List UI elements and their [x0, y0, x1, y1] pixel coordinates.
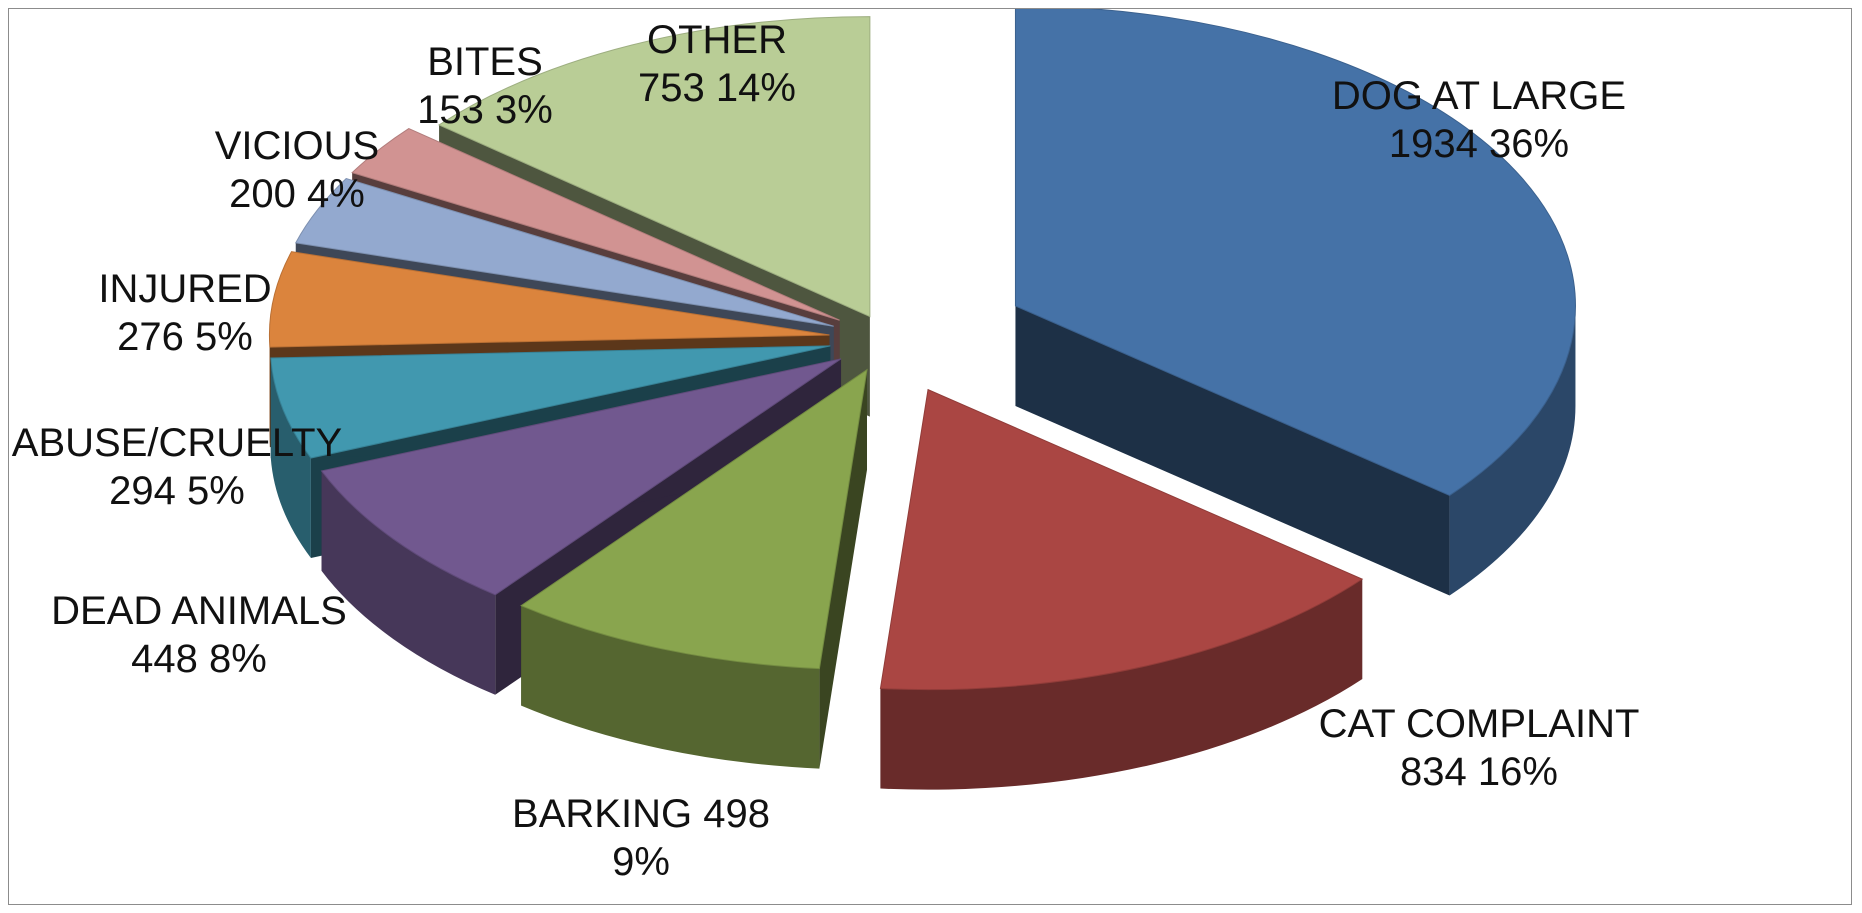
slice-wall-dog-at-large-2 — [1015, 305, 1450, 596]
slice-label-line: ABUSE/CRUELTY — [12, 421, 342, 465]
slice-side-abuse-cruelty — [270, 357, 311, 559]
slice-top-abuse-cruelty — [270, 345, 831, 459]
pie-chart: DOG AT LARGE 1934 36% CAT COMPLAINT 834 16%… — [12, 9, 1640, 884]
slice-label-line: BARKING 498 — [512, 792, 770, 836]
slice-label-line: INJURED — [98, 267, 271, 311]
chart-frame: DOG AT LARGE 1934 36% CAT COMPLAINT 834 16%… — [8, 8, 1852, 905]
slice-label-vicious: VICIOUS 200 4% — [215, 124, 379, 216]
slice-label-line: 834 16% — [1400, 750, 1558, 794]
slice-label-barking: BARKING 498 9% — [512, 792, 770, 884]
slice-top-cat-complaint — [879, 388, 1364, 691]
slice-label-other: OTHER 753 14% — [638, 18, 796, 110]
slice-label-line: DEAD ANIMALS — [51, 589, 347, 633]
slice-label-line: 753 14% — [638, 66, 796, 110]
slice-label-line: 153 3% — [417, 88, 553, 132]
slice-top-barking — [520, 368, 868, 670]
slice-label-abuse-cruelty: ABUSE/CRUELTY 294 5% — [12, 421, 342, 513]
slice-label-dead-animals: DEAD ANIMALS 448 8% — [51, 589, 347, 681]
slice-cat-complaint — [879, 388, 1364, 790]
slice-top-other — [438, 16, 871, 318]
slice-top-dead-animals — [320, 358, 842, 596]
slice-label-line: 448 8% — [131, 637, 267, 681]
slice-label-line: 1934 36% — [1389, 122, 1569, 166]
slice-dog-at-large — [1014, 9, 1576, 596]
slice-depth-layer — [268, 9, 1576, 790]
slice-label-line: 276 5% — [117, 315, 253, 359]
slice-label-bites: BITES 153 3% — [417, 40, 553, 132]
slice-top-vicious — [294, 177, 834, 327]
slice-label-line: 9% — [612, 840, 670, 884]
slice-label-line: CAT COMPLAINT — [1319, 702, 1640, 746]
slice-label-line: 200 4% — [229, 172, 365, 216]
slice-barking — [520, 368, 868, 769]
slice-label-line: OTHER — [647, 18, 787, 62]
slice-label-layer: DOG AT LARGE 1934 36% CAT COMPLAINT 834 16%… — [12, 18, 1640, 884]
slice-top-injured — [268, 251, 830, 348]
slice-label-line: VICIOUS — [215, 124, 379, 168]
slice-side-barking — [521, 605, 820, 769]
slice-side-cat-complaint — [880, 579, 1363, 790]
slice-label-line: BITES — [427, 40, 543, 84]
slice-top-bites — [351, 128, 840, 321]
slice-label-injured: INJURED 276 5% — [98, 267, 271, 359]
slice-label-line: 294 5% — [109, 469, 245, 513]
slice-label-dog-at-large: DOG AT LARGE 1934 36% — [1332, 74, 1626, 166]
slice-label-line: DOG AT LARGE — [1332, 74, 1626, 118]
slice-top-dog-at-large — [1014, 9, 1576, 497]
slice-side-dead-animals — [321, 470, 496, 695]
slice-side-dog-at-large — [1449, 305, 1576, 596]
slice-label-cat-complaint: CAT COMPLAINT 834 16% — [1319, 702, 1640, 794]
